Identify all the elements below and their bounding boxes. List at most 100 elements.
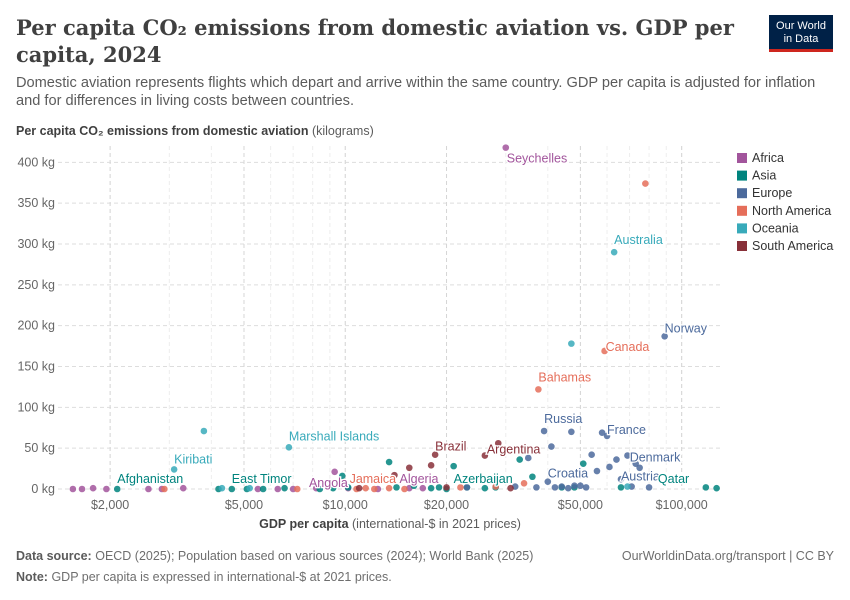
data-point[interactable] bbox=[702, 484, 710, 491]
legend-swatch[interactable] bbox=[737, 188, 747, 199]
data-point[interactable] bbox=[533, 484, 540, 491]
data-point[interactable] bbox=[145, 485, 152, 493]
data-point[interactable] bbox=[624, 483, 631, 490]
data-point[interactable] bbox=[494, 439, 502, 447]
data-point[interactable] bbox=[316, 485, 324, 493]
data-point[interactable] bbox=[259, 485, 267, 493]
data-point[interactable] bbox=[624, 452, 631, 459]
data-point[interactable] bbox=[431, 451, 439, 459]
data-point[interactable] bbox=[577, 482, 584, 490]
data-point[interactable] bbox=[481, 484, 489, 492]
data-point[interactable] bbox=[540, 427, 548, 435]
data-point[interactable] bbox=[481, 452, 489, 459]
data-point[interactable] bbox=[636, 464, 643, 472]
data-point[interactable] bbox=[593, 467, 601, 475]
data-point[interactable] bbox=[579, 460, 587, 467]
data-point[interactable] bbox=[393, 484, 400, 491]
data-point[interactable] bbox=[606, 463, 613, 471]
data-point[interactable] bbox=[507, 484, 514, 492]
data-point[interactable] bbox=[274, 485, 282, 493]
data-point[interactable] bbox=[443, 484, 450, 491]
legend-swatch[interactable] bbox=[737, 223, 747, 234]
data-point[interactable] bbox=[642, 180, 649, 187]
legend-swatch[interactable] bbox=[737, 170, 747, 181]
data-point[interactable] bbox=[218, 484, 226, 492]
data-point[interactable] bbox=[103, 485, 110, 493]
data-point[interactable] bbox=[610, 248, 618, 256]
data-point[interactable] bbox=[385, 484, 393, 492]
data-point[interactable] bbox=[391, 471, 398, 479]
data-point[interactable] bbox=[544, 478, 552, 485]
data-point[interactable] bbox=[588, 451, 595, 459]
data-point[interactable] bbox=[492, 483, 499, 490]
data-point[interactable] bbox=[713, 484, 720, 492]
data-point[interactable] bbox=[598, 429, 606, 436]
data-point[interactable] bbox=[331, 468, 338, 476]
legend-item[interactable]: Europe bbox=[752, 186, 792, 200]
data-point[interactable] bbox=[427, 484, 435, 492]
data-point[interactable] bbox=[200, 427, 208, 435]
data-point[interactable] bbox=[254, 485, 262, 493]
data-point[interactable] bbox=[613, 456, 620, 463]
data-point[interactable] bbox=[603, 432, 611, 440]
data-point[interactable] bbox=[450, 462, 457, 470]
data-point[interactable] bbox=[329, 484, 337, 492]
data-point[interactable] bbox=[355, 484, 363, 492]
data-point[interactable] bbox=[161, 485, 168, 493]
data-point[interactable] bbox=[571, 482, 578, 490]
owid-logo[interactable]: Our World in Data bbox=[769, 15, 833, 52]
legend-item[interactable]: Oceania bbox=[752, 221, 799, 235]
data-point[interactable] bbox=[69, 485, 77, 493]
data-point[interactable] bbox=[564, 484, 572, 492]
legend-swatch[interactable] bbox=[737, 205, 747, 216]
data-point[interactable] bbox=[457, 484, 464, 491]
data-point[interactable] bbox=[524, 454, 532, 462]
legend-item[interactable]: Africa bbox=[752, 151, 784, 165]
data-point[interactable] bbox=[246, 484, 254, 492]
data-point[interactable] bbox=[419, 484, 427, 492]
data-point[interactable] bbox=[558, 483, 566, 490]
data-point[interactable] bbox=[371, 485, 378, 493]
data-point[interactable] bbox=[529, 473, 536, 481]
legend-item[interactable]: North America bbox=[752, 204, 831, 218]
data-point[interactable] bbox=[582, 484, 590, 491]
data-point[interactable] bbox=[385, 458, 393, 466]
data-point[interactable] bbox=[632, 460, 639, 467]
data-point[interactable] bbox=[293, 485, 301, 493]
data-point[interactable] bbox=[502, 144, 510, 151]
data-point[interactable] bbox=[617, 475, 625, 483]
data-point[interactable] bbox=[113, 485, 121, 493]
data-point[interactable] bbox=[601, 347, 608, 355]
data-point[interactable] bbox=[516, 456, 523, 463]
data-point[interactable] bbox=[78, 485, 86, 493]
data-point[interactable] bbox=[410, 482, 418, 490]
data-point[interactable] bbox=[568, 340, 575, 347]
data-point[interactable] bbox=[435, 484, 443, 491]
data-point[interactable] bbox=[179, 484, 187, 492]
data-point[interactable] bbox=[170, 466, 178, 473]
data-point[interactable] bbox=[568, 428, 575, 436]
source-text[interactable]: OECD (2025); Population based on various… bbox=[95, 549, 534, 563]
data-point[interactable] bbox=[427, 462, 435, 469]
data-point[interactable] bbox=[362, 484, 369, 492]
legend-item[interactable]: South America bbox=[752, 239, 833, 253]
data-point[interactable] bbox=[339, 472, 346, 480]
legend-swatch[interactable] bbox=[737, 153, 747, 163]
data-point[interactable] bbox=[645, 484, 653, 491]
data-point[interactable] bbox=[463, 484, 471, 491]
data-point[interactable] bbox=[661, 332, 668, 340]
data-point[interactable] bbox=[89, 484, 97, 492]
data-point[interactable] bbox=[344, 484, 352, 491]
data-point[interactable] bbox=[551, 484, 559, 491]
data-point[interactable] bbox=[228, 485, 236, 493]
data-point[interactable] bbox=[281, 484, 288, 492]
legend-swatch[interactable] bbox=[737, 241, 747, 251]
data-point[interactable] bbox=[401, 485, 408, 493]
data-point[interactable] bbox=[535, 386, 542, 393]
data-point[interactable] bbox=[548, 443, 555, 450]
data-point[interactable] bbox=[617, 484, 625, 491]
data-point[interactable] bbox=[405, 464, 413, 472]
legend-item[interactable]: Asia bbox=[752, 169, 776, 183]
data-point[interactable] bbox=[285, 444, 293, 451]
license-link[interactable]: OurWorldinData.org/transport | CC BY bbox=[621, 549, 834, 563]
